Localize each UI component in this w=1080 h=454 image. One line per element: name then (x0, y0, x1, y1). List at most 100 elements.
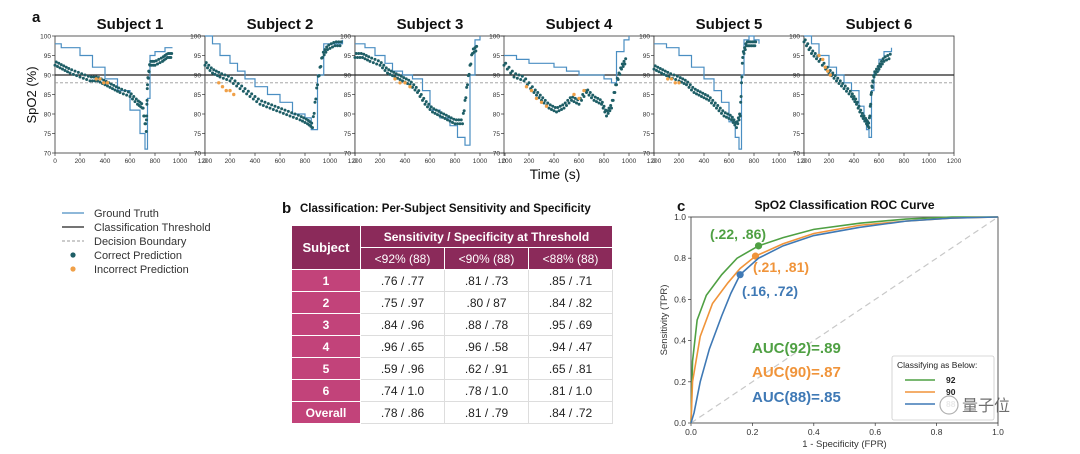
correct-prediction-marker (217, 70, 221, 74)
correct-prediction-marker (817, 59, 821, 63)
correct-prediction-marker (366, 58, 369, 62)
correct-prediction-marker (58, 66, 62, 70)
correct-prediction-marker (850, 94, 853, 98)
roc-auc-label: AUC(88)=.85 (752, 389, 841, 406)
table-cell: .74 / 1.0 (360, 379, 445, 402)
incorrect-prediction-marker (669, 77, 674, 81)
correct-prediction-marker (687, 85, 691, 89)
correct-prediction-marker (63, 68, 67, 72)
correct-prediction-marker (700, 94, 703, 98)
correct-prediction-marker (428, 107, 432, 111)
correct-prediction-marker (463, 98, 467, 102)
correct-prediction-marker (299, 115, 303, 119)
correct-prediction-marker (336, 44, 339, 48)
correct-prediction-marker (209, 66, 213, 70)
x-tick-label: 1000 (922, 158, 937, 165)
correct-prediction-marker (580, 98, 583, 102)
plot-frame (653, 35, 805, 154)
correct-prediction-marker (212, 68, 216, 72)
row-label: 1 (291, 269, 361, 292)
table-cell: .81 / .79 (444, 401, 529, 424)
roc-point-label: (.21, .81) (753, 259, 809, 275)
correct-prediction-marker (586, 88, 590, 92)
correct-prediction-marker (314, 97, 318, 101)
correct-prediction-marker (412, 83, 416, 87)
correct-prediction-marker (218, 75, 222, 79)
correct-prediction-marker (738, 114, 742, 118)
correct-prediction-marker (326, 48, 329, 52)
correct-prediction-marker (70, 68, 74, 72)
correct-prediction-marker (260, 99, 264, 103)
y-tick-label: 90 (44, 73, 52, 80)
correct-prediction-marker (142, 114, 146, 118)
correct-prediction-marker (89, 75, 93, 79)
correct-prediction-marker (331, 45, 334, 49)
correct-prediction-marker (324, 50, 328, 54)
correct-prediction-marker (509, 71, 513, 75)
correct-prediction-marker (270, 103, 274, 107)
y-tick-label: 95 (643, 53, 651, 60)
correct-prediction-marker (261, 104, 265, 108)
correct-prediction-marker (861, 117, 865, 121)
correct-prediction-marker (68, 71, 72, 75)
correct-prediction-marker (129, 92, 133, 96)
y-tick-label: 100 (340, 34, 351, 41)
correct-prediction-marker (146, 83, 149, 87)
correct-prediction-marker (541, 96, 545, 100)
table-row: 5 .59 / .96 .62 / .91 .65 / .81 (291, 357, 613, 380)
correct-prediction-marker (113, 88, 117, 92)
correct-prediction-marker (728, 113, 732, 117)
correct-prediction-marker (399, 74, 403, 78)
x-tick-label: 800 (749, 158, 760, 165)
x-tick-label: 1200 (198, 158, 213, 165)
correct-prediction-marker (550, 107, 553, 111)
correct-prediction-marker (433, 111, 437, 115)
table-cell: .85 / .71 (528, 269, 613, 292)
x-tick-label: 400 (549, 158, 560, 165)
correct-prediction-marker (675, 74, 679, 78)
sensitivity-specificity-table: Subject Sensitivity / Specificity at Thr… (291, 225, 613, 424)
correct-prediction-marker (112, 83, 116, 87)
correct-prediction-marker (878, 62, 882, 66)
correct-prediction-marker (454, 118, 458, 122)
correct-prediction-marker (398, 78, 402, 82)
correct-prediction-marker (561, 103, 565, 107)
table-row: 2 .75 / .97 .80 / 87 .84 / .82 (291, 291, 613, 314)
correct-prediction-marker (285, 113, 289, 117)
correct-prediction-marker (226, 74, 230, 78)
correct-prediction-marker (140, 102, 144, 106)
table-cell: .84 / .82 (528, 291, 613, 314)
correct-prediction-marker (354, 52, 358, 56)
correct-prediction-marker (92, 75, 96, 79)
x-tick-label: 1200 (498, 158, 513, 165)
x-tick-label: 200 (674, 158, 685, 165)
correct-prediction-marker (375, 62, 379, 66)
table-cell: .84 / .72 (528, 401, 613, 424)
correct-prediction-marker (678, 76, 682, 80)
subject-plot: Subject 60 200 400 600 800 1000 12007075808590… (789, 16, 961, 165)
correct-prediction-marker (595, 100, 598, 104)
header-group: Sensitivity / Specificity at Threshold (360, 225, 613, 248)
correct-prediction-marker (590, 96, 593, 100)
correct-prediction-marker (822, 61, 826, 65)
correct-prediction-marker (669, 72, 673, 76)
correct-prediction-marker (803, 38, 807, 42)
correct-prediction-marker (686, 80, 690, 84)
correct-prediction-marker (712, 104, 716, 108)
y-tick-label: 90 (493, 73, 501, 80)
correct-prediction-marker (854, 97, 858, 101)
table-row: 6 .74 / 1.0 .78 / 1.0 .81 / 1.0 (291, 379, 613, 402)
correct-prediction-marker (551, 104, 555, 108)
correct-prediction-marker (98, 80, 102, 84)
roc-x-tick-label: 0.4 (808, 427, 820, 437)
correct-prediction-marker (288, 114, 292, 118)
correct-prediction-marker (556, 106, 560, 109)
table-cell: .80 / 87 (444, 291, 529, 314)
correct-prediction-marker (701, 91, 705, 95)
correct-prediction-marker (875, 70, 879, 74)
correct-prediction-marker (683, 78, 687, 82)
correct-prediction-marker (538, 93, 542, 97)
correct-prediction-marker (357, 52, 361, 56)
roc-y-tick-label: 0.4 (674, 336, 686, 346)
x-tick-label: 400 (699, 158, 710, 165)
